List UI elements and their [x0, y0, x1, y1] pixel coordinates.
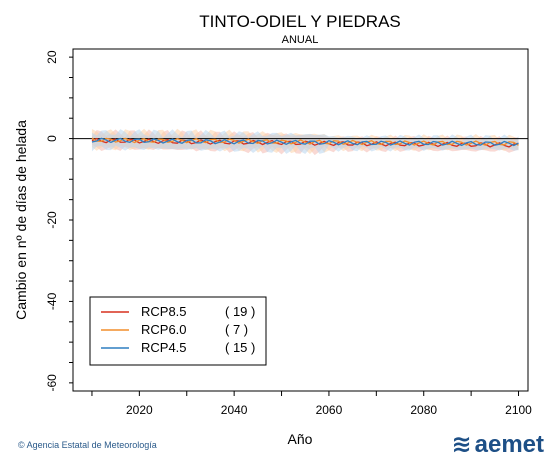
- legend-label: RCP6.0: [141, 322, 187, 337]
- chart-subtitle: ANUAL: [282, 34, 319, 46]
- legend-label: RCP4.5: [141, 340, 187, 355]
- legend-label: RCP8.5: [141, 304, 187, 319]
- y-tick-label: -60: [45, 374, 59, 392]
- series-lines: [91, 137, 519, 148]
- aemet-logo-icon: ≋: [451, 431, 472, 458]
- legend-count: ( 19 ): [225, 304, 255, 319]
- y-tick-label: 0: [45, 135, 59, 142]
- brand-logo: ≋ aemet: [452, 430, 544, 459]
- y-tick-label: -20: [45, 211, 59, 229]
- y-tick-label: -40: [45, 292, 59, 310]
- legend-box: [89, 296, 267, 366]
- x-tick-label: 2060: [316, 403, 343, 417]
- legend-count: ( 15 ): [225, 340, 255, 355]
- legend: RCP8.5 ( 19 ) RCP6.0 ( 7 ) RCP4.5 ( 15 ): [89, 296, 267, 366]
- line-rcp85: [91, 137, 519, 148]
- y-tick-label: 20: [45, 50, 59, 64]
- footer-credit: © Agencia Estatal de Meteorología: [18, 440, 157, 450]
- line-rcp60: [91, 137, 519, 146]
- legend-count: ( 7 ): [225, 322, 248, 337]
- x-tick-label: 2040: [221, 403, 248, 417]
- x-tick-label: 2080: [410, 403, 437, 417]
- x-tick-label: 2020: [126, 403, 153, 417]
- x-tick-label: 2100: [505, 403, 532, 417]
- y-axis: 20 0 -20 -40 -60: [45, 50, 73, 392]
- brand-text: aemet: [474, 431, 544, 458]
- line-rcp45: [91, 137, 519, 147]
- chart-title: TINTO-ODIEL Y PIEDRAS: [199, 12, 401, 31]
- y-axis-label: Cambio en nº de días de helada: [13, 120, 29, 320]
- x-axis: 2020 2040 2060 2080 2100: [91, 391, 532, 417]
- x-axis-label: Año: [288, 431, 313, 447]
